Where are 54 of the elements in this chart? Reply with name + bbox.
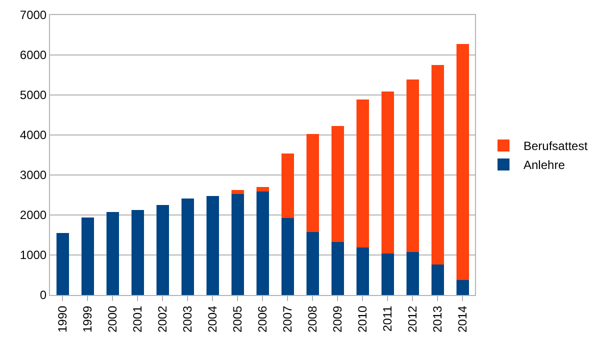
x-tick-label: 2007 [280,305,294,333]
x-tick-label: 2012 [405,305,420,333]
bar [456,44,469,280]
x-tick-label: 1990 [55,305,70,333]
bar [431,264,444,295]
bar [281,153,294,218]
x-tick-label: 2008 [305,305,320,333]
y-tick-label: 4000 [20,128,47,142]
y-tick-label: 3000 [20,168,47,182]
bar [256,191,269,295]
x-tick-label: 2010 [355,305,370,333]
bar [306,232,319,295]
x-tick-label: 2013 [430,305,444,333]
y-tick-label: 2000 [20,208,47,222]
y-tick-label: 1000 [20,248,47,262]
bar [431,65,444,265]
bar [256,187,269,192]
bar [206,196,219,295]
bar [281,218,294,295]
legend-label: Berufsattest [524,139,588,154]
y-tick-label: 7000 [20,8,47,22]
x-tick-label: 2014 [455,305,470,333]
bar [331,126,344,242]
bar [231,194,244,295]
bar [331,242,344,295]
x-tick-label: 2000 [105,305,120,333]
bar [356,247,369,295]
x-tick-label: 2002 [155,305,170,333]
bar [381,253,394,295]
bar [406,79,419,252]
bar [356,99,369,248]
legend-label: Anlehre [524,158,566,172]
bar [181,198,194,295]
bar [131,210,144,295]
y-tick-label: 6000 [20,48,47,62]
x-tick-label: 2001 [130,305,144,333]
bar [56,233,69,295]
x-tick-label: 2005 [230,305,244,333]
bar [156,205,169,295]
x-tick-label: 2009 [330,305,344,333]
x-tick-label: 2004 [205,305,220,333]
bar [81,217,94,295]
bar [231,190,244,194]
bar [306,134,319,232]
x-tick-label: 1999 [80,305,94,333]
bar [381,91,394,254]
x-tick-label: 2011 [380,305,394,332]
x-tick-label: 2003 [180,305,194,333]
x-tick-label: 2006 [255,305,270,333]
bar [456,280,469,295]
y-tick-label: 5000 [20,88,47,102]
bar [106,212,119,295]
y-tick-label: 0 [40,288,47,302]
bar [406,252,419,295]
